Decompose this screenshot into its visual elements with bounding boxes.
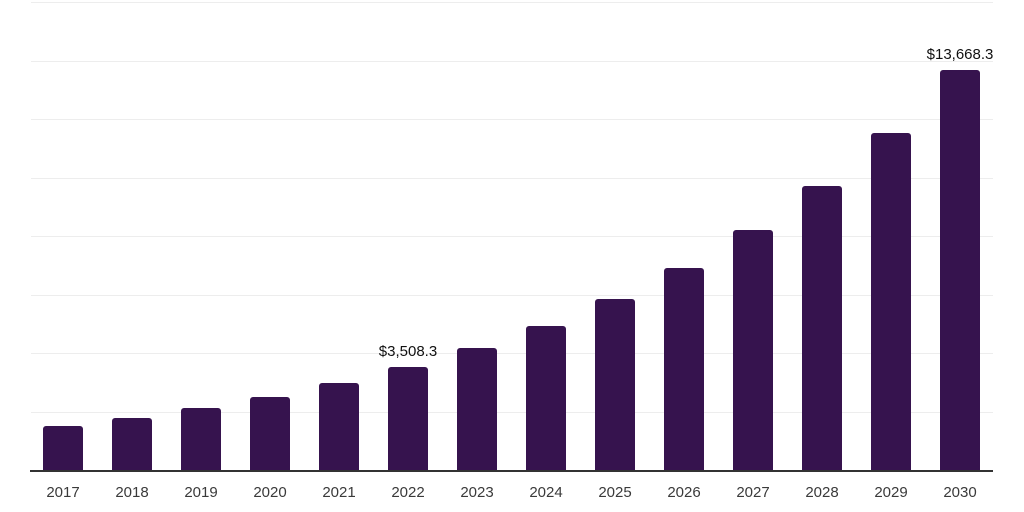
value-label-2030: $13,668.3 [926, 46, 994, 64]
gridline [31, 353, 993, 354]
bar-2025 [595, 299, 635, 470]
gridline [31, 411, 993, 413]
gridline [31, 2, 993, 3]
gridline [31, 119, 993, 120]
x-tick-label-2024: 2024 [529, 484, 563, 501]
bar-2021 [319, 382, 359, 470]
x-tick-label-2017: 2017 [46, 484, 80, 501]
x-tick-label-2026: 2026 [667, 484, 701, 501]
gridline [31, 294, 993, 296]
bar-2029 [871, 133, 911, 470]
x-tick-label-2022: 2022 [391, 484, 425, 501]
bar-2028 [802, 185, 842, 470]
x-tick-label-2021: 2021 [322, 484, 356, 501]
bar-2020 [250, 396, 290, 470]
x-tick-label-2029: 2029 [874, 484, 908, 501]
value-label-2022: $3,508.3 [378, 343, 438, 361]
x-tick-label-2025: 2025 [598, 484, 632, 501]
x-tick-label-2023: 2023 [460, 484, 494, 501]
bar-2027 [733, 230, 773, 470]
bar-2023 [457, 348, 497, 470]
x-tick-label-2027: 2027 [736, 484, 770, 501]
gridline [31, 236, 993, 237]
x-tick-label-2020: 2020 [253, 484, 287, 501]
x-tick-label-2019: 2019 [184, 484, 218, 501]
bar-2019 [181, 407, 221, 470]
gridline [31, 177, 993, 179]
bar-2017 [43, 426, 83, 470]
bar-2024 [526, 325, 566, 470]
x-tick-label-2028: 2028 [805, 484, 839, 501]
gridline [31, 60, 993, 62]
x-tick-label-2030: 2030 [943, 484, 977, 501]
x-axis-line [30, 470, 993, 472]
plot-area: 2017 2018 2019 2020 2021 $3,508.3 2022 2023 2024… [30, 0, 994, 512]
bar-2018 [112, 417, 152, 470]
bar-2026 [664, 267, 704, 470]
bar-2022 [388, 367, 428, 470]
bar-2030 [940, 70, 980, 470]
x-tick-label-2018: 2018 [115, 484, 149, 501]
